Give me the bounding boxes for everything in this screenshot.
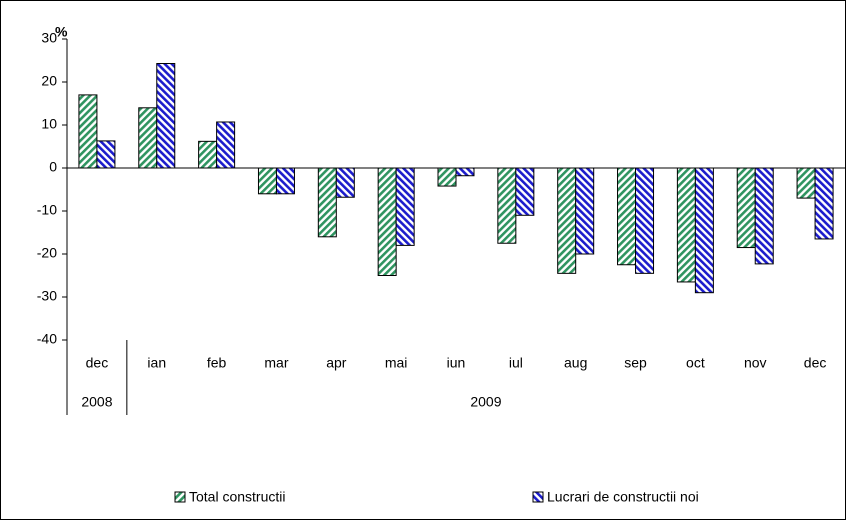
x-tick-label: oct [686, 355, 705, 371]
x-tick-label: mai [385, 355, 408, 371]
bar [198, 140, 218, 169]
x-tick-label: mar [264, 355, 288, 371]
bar [754, 167, 774, 265]
bar [455, 167, 475, 177]
bar [796, 167, 816, 199]
x-tick-label: dec [86, 355, 109, 371]
y-tick-label: 30 [41, 30, 57, 46]
legend-label: Lucrari de constructii noi [547, 489, 699, 505]
bar [676, 167, 696, 283]
x-tick-label: feb [207, 355, 227, 371]
bar [156, 63, 176, 169]
group-label: 2008 [81, 394, 112, 410]
bar [335, 167, 355, 198]
bar [635, 167, 655, 274]
bar [317, 167, 337, 238]
x-tick-label: iun [447, 355, 466, 371]
y-tick-label: 20 [41, 73, 57, 89]
bar [736, 167, 756, 249]
bar [617, 167, 637, 266]
bar [395, 167, 415, 246]
y-tick-label: -40 [37, 331, 57, 347]
bar [275, 167, 295, 195]
x-tick-label: apr [326, 355, 347, 371]
y-tick-label: -30 [37, 288, 57, 304]
legend-swatch [532, 491, 544, 503]
legend-swatch [174, 491, 186, 503]
bar [497, 167, 517, 244]
y-tick-label: -20 [37, 245, 57, 261]
x-tick-label: ian [147, 355, 166, 371]
x-tick-label: iul [509, 355, 523, 371]
bar [138, 107, 158, 169]
x-tick-label: aug [564, 355, 587, 371]
x-tick-label: dec [804, 355, 827, 371]
y-axis-label: % [55, 24, 68, 40]
bar [257, 167, 277, 195]
bar [515, 167, 535, 216]
bar [557, 167, 577, 274]
bar [216, 121, 236, 169]
y-tick-label: -10 [37, 202, 57, 218]
bar [96, 140, 116, 169]
y-tick-label: 0 [49, 159, 57, 175]
bar [78, 94, 98, 169]
bar [814, 167, 834, 240]
legend-label: Total constructii [189, 489, 285, 505]
bar [377, 167, 397, 276]
bar [694, 167, 714, 294]
y-tick-label: 10 [41, 116, 57, 132]
x-tick-label: sep [624, 355, 647, 371]
bar [575, 167, 595, 255]
x-tick-label: nov [744, 355, 767, 371]
group-label: 2009 [470, 394, 501, 410]
bar [437, 167, 457, 187]
